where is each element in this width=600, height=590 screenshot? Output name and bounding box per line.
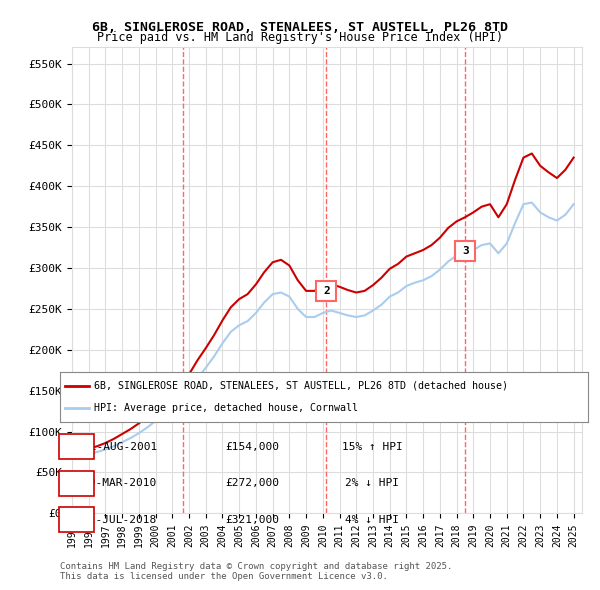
Text: £321,000: £321,000	[225, 515, 279, 525]
Text: 19-MAR-2010: 19-MAR-2010	[83, 478, 157, 488]
Text: 3: 3	[73, 513, 80, 526]
Text: HPI: Average price, detached house, Cornwall: HPI: Average price, detached house, Corn…	[94, 403, 358, 413]
Text: £154,000: £154,000	[225, 442, 279, 451]
Text: 21-AUG-2001: 21-AUG-2001	[83, 442, 157, 451]
Text: Contains HM Land Registry data © Crown copyright and database right 2025.
This d: Contains HM Land Registry data © Crown c…	[60, 562, 452, 581]
Text: 3: 3	[462, 246, 469, 256]
Text: £272,000: £272,000	[225, 478, 279, 488]
Text: 4% ↓ HPI: 4% ↓ HPI	[345, 515, 399, 525]
Text: 1: 1	[180, 382, 187, 392]
Text: 2: 2	[323, 286, 330, 296]
Text: 11-JUL-2018: 11-JUL-2018	[83, 515, 157, 525]
Text: 2: 2	[73, 477, 80, 490]
Text: 2% ↓ HPI: 2% ↓ HPI	[345, 478, 399, 488]
Text: 1: 1	[73, 440, 80, 453]
Text: 6B, SINGLEROSE ROAD, STENALEES, ST AUSTELL, PL26 8TD: 6B, SINGLEROSE ROAD, STENALEES, ST AUSTE…	[92, 21, 508, 34]
Text: 15% ↑ HPI: 15% ↑ HPI	[341, 442, 403, 451]
Text: Price paid vs. HM Land Registry's House Price Index (HPI): Price paid vs. HM Land Registry's House …	[97, 31, 503, 44]
Text: 6B, SINGLEROSE ROAD, STENALEES, ST AUSTELL, PL26 8TD (detached house): 6B, SINGLEROSE ROAD, STENALEES, ST AUSTE…	[94, 381, 508, 391]
